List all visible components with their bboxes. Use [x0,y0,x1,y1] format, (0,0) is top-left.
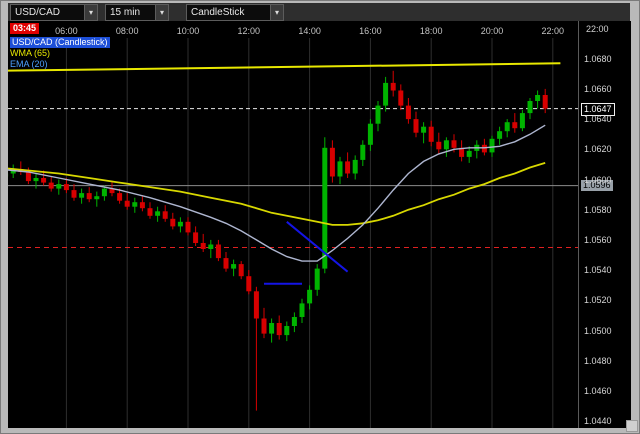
price-tick: 1.0600 [584,174,612,185]
legend-series[interactable]: USD/CAD (Candlestick) [10,37,110,48]
svg-text:22:00: 22:00 [542,26,565,36]
price-tick: 1.0500 [584,325,612,336]
legend: USD/CAD (Candlestick) WMA (65) EMA (20) [10,37,110,70]
price-tick: 1.0660 [584,83,612,94]
chevron-down-icon[interactable]: ▾ [84,5,97,20]
current-price-label: 1.0647 [581,102,615,116]
interval-select[interactable]: 15 min ▾ [105,4,169,21]
price-tick: 1.0560 [584,234,612,245]
price-tick: 1.0580 [584,204,612,215]
candle-countdown-badge: 03:45 [10,23,40,34]
price-tick: 1.0640 [584,114,612,125]
chevron-down-icon[interactable]: ▾ [270,5,283,20]
interval-select-value: 15 min [110,7,141,18]
price-tick: 1.0540 [584,265,612,276]
line-price-label: 1.0596 [581,179,613,191]
svg-text:10:00: 10:00 [177,26,200,36]
price-tick: 1.0520 [584,295,612,306]
svg-text:06:00: 06:00 [55,26,78,36]
chart-canvas[interactable]: 06:00 08:00 10:00 12:00 14:00 16:00 18:00 20:00… [8,21,578,428]
price-tick: 1.0460 [584,385,612,396]
symbol-select-value: USD/CAD [15,7,61,18]
price-tick: 1.0620 [584,144,612,155]
svg-text:16:00: 16:00 [359,26,382,36]
toolbar: USD/CAD ▾ 15 min ▾ CandleStick ▾ [8,3,630,22]
symbol-select[interactable]: USD/CAD ▾ [10,4,98,21]
resize-grip[interactable] [626,420,638,432]
svg-text:12:00: 12:00 [238,26,261,36]
svg-text:20:00: 20:00 [481,26,504,36]
svg-text:08:00: 08:00 [116,26,139,36]
chevron-down-icon[interactable]: ▾ [155,5,168,20]
price-axis[interactable]: 22:00 1.0647 1.0596 1.0680 1.0660 1.0640 1.… [578,21,631,428]
legend-ema[interactable]: EMA (20) [10,59,48,69]
chart-type-select-value: CandleStick [191,7,245,18]
svg-text:18:00: 18:00 [420,26,443,36]
chart-type-select[interactable]: CandleStick ▾ [186,4,284,21]
axis-corner-time: 22:00 [586,24,609,34]
legend-wma[interactable]: WMA (65) [10,48,51,58]
svg-text:14:00: 14:00 [298,26,321,36]
price-tick: 1.0680 [584,53,612,64]
price-tick: 1.0440 [584,416,612,427]
price-tick: 1.0480 [584,355,612,366]
chart-area[interactable]: 06:00 08:00 10:00 12:00 14:00 16:00 18:00 20:00… [8,21,578,428]
